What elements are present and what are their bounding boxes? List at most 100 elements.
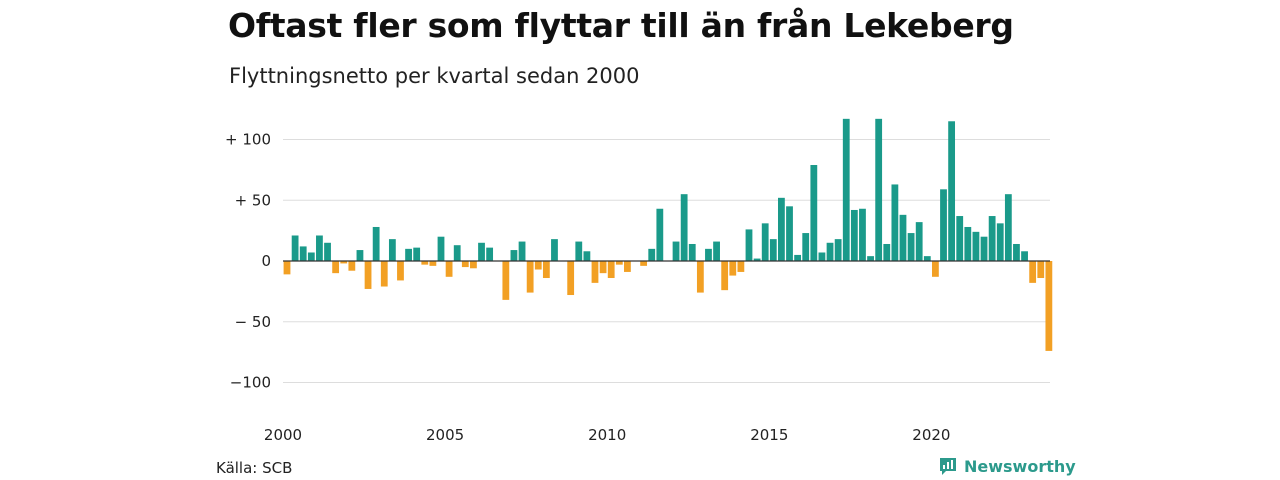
bar	[932, 261, 939, 277]
bar	[1004, 194, 1012, 262]
bar	[1029, 261, 1037, 283]
bar	[980, 236, 988, 261]
bar	[753, 258, 761, 261]
bar	[737, 261, 745, 272]
x-tick-label: 2020	[912, 426, 950, 444]
bar	[486, 247, 494, 261]
bar	[364, 261, 372, 289]
bar	[356, 250, 364, 261]
bar	[388, 239, 396, 261]
brand-logo: Newsworthy	[938, 456, 1076, 476]
bar	[591, 261, 599, 283]
bar	[615, 261, 623, 265]
bar	[470, 261, 477, 269]
y-tick-label: −100	[230, 374, 271, 392]
bar	[705, 248, 712, 261]
bar	[915, 222, 923, 261]
bar	[624, 261, 631, 272]
bar	[688, 243, 696, 261]
bar	[680, 194, 688, 262]
bar	[972, 231, 980, 261]
bar	[340, 261, 348, 264]
bar	[891, 184, 899, 261]
bar	[307, 252, 315, 262]
bar	[348, 261, 356, 271]
bar	[907, 233, 915, 262]
y-axis-ticks: + 100 + 50 0 − 50 −100	[225, 131, 271, 392]
bar	[283, 261, 291, 275]
brand-name: Newsworthy	[964, 456, 1076, 476]
y-tick-label: 0	[261, 252, 271, 270]
grid-lines	[283, 139, 1050, 383]
bar	[810, 165, 818, 261]
bar	[672, 241, 680, 261]
bar	[761, 223, 769, 261]
bar	[583, 251, 591, 261]
bar	[794, 254, 802, 262]
bar	[696, 261, 704, 293]
bar	[769, 239, 777, 261]
bar	[786, 206, 793, 261]
bar	[421, 261, 429, 265]
bar	[842, 118, 850, 261]
bar	[859, 208, 866, 261]
bar	[551, 239, 558, 261]
x-tick-label: 2015	[750, 426, 788, 444]
bar	[778, 197, 785, 261]
bar	[397, 261, 404, 281]
bar	[1013, 243, 1020, 261]
bar	[850, 209, 858, 261]
bar	[291, 235, 299, 262]
x-tick-label: 2010	[588, 426, 626, 444]
bar	[461, 261, 469, 268]
bar	[445, 261, 453, 277]
bar	[607, 261, 615, 279]
chart-subtitle: Flyttningsnetto per kvartal sedan 2000	[229, 64, 640, 88]
bar	[867, 256, 874, 261]
bar	[948, 121, 956, 262]
bar	[324, 242, 331, 262]
bar	[956, 216, 964, 261]
chart-title: Oftast fler som flyttar till än från Lek…	[228, 6, 1014, 45]
bar	[526, 261, 534, 293]
bar	[429, 261, 437, 266]
bar	[964, 226, 972, 261]
bar	[996, 223, 1004, 261]
bar	[380, 261, 388, 287]
x-axis-ticks: 2000 2005 2010 2015 2020	[264, 426, 951, 444]
bar	[316, 235, 323, 262]
bar	[640, 261, 648, 266]
bar	[899, 214, 907, 261]
y-tick-label: + 100	[225, 131, 271, 149]
bar	[518, 241, 526, 261]
bar	[729, 261, 737, 276]
bar	[656, 208, 664, 261]
bar	[988, 216, 996, 261]
newsworthy-logo-icon	[940, 458, 956, 475]
y-tick-label: − 50	[235, 313, 271, 331]
bar	[502, 261, 510, 300]
bar	[453, 245, 461, 261]
bar	[923, 256, 931, 261]
bar	[818, 252, 826, 262]
bar	[721, 261, 729, 291]
bar	[875, 118, 883, 261]
bar	[1037, 261, 1045, 279]
bar	[405, 248, 412, 261]
bar	[299, 246, 307, 261]
bar	[567, 261, 575, 296]
bar	[745, 229, 753, 261]
bar	[883, 243, 891, 261]
bars	[283, 118, 1053, 351]
x-tick-label: 2005	[426, 426, 464, 444]
bar	[575, 241, 583, 261]
bar	[332, 261, 340, 274]
bar	[437, 236, 445, 261]
source-note: Källa: SCB	[216, 459, 293, 477]
bar	[826, 242, 834, 262]
bar	[542, 261, 550, 279]
bar	[713, 241, 720, 261]
bar	[1045, 261, 1053, 351]
bar	[834, 239, 842, 261]
